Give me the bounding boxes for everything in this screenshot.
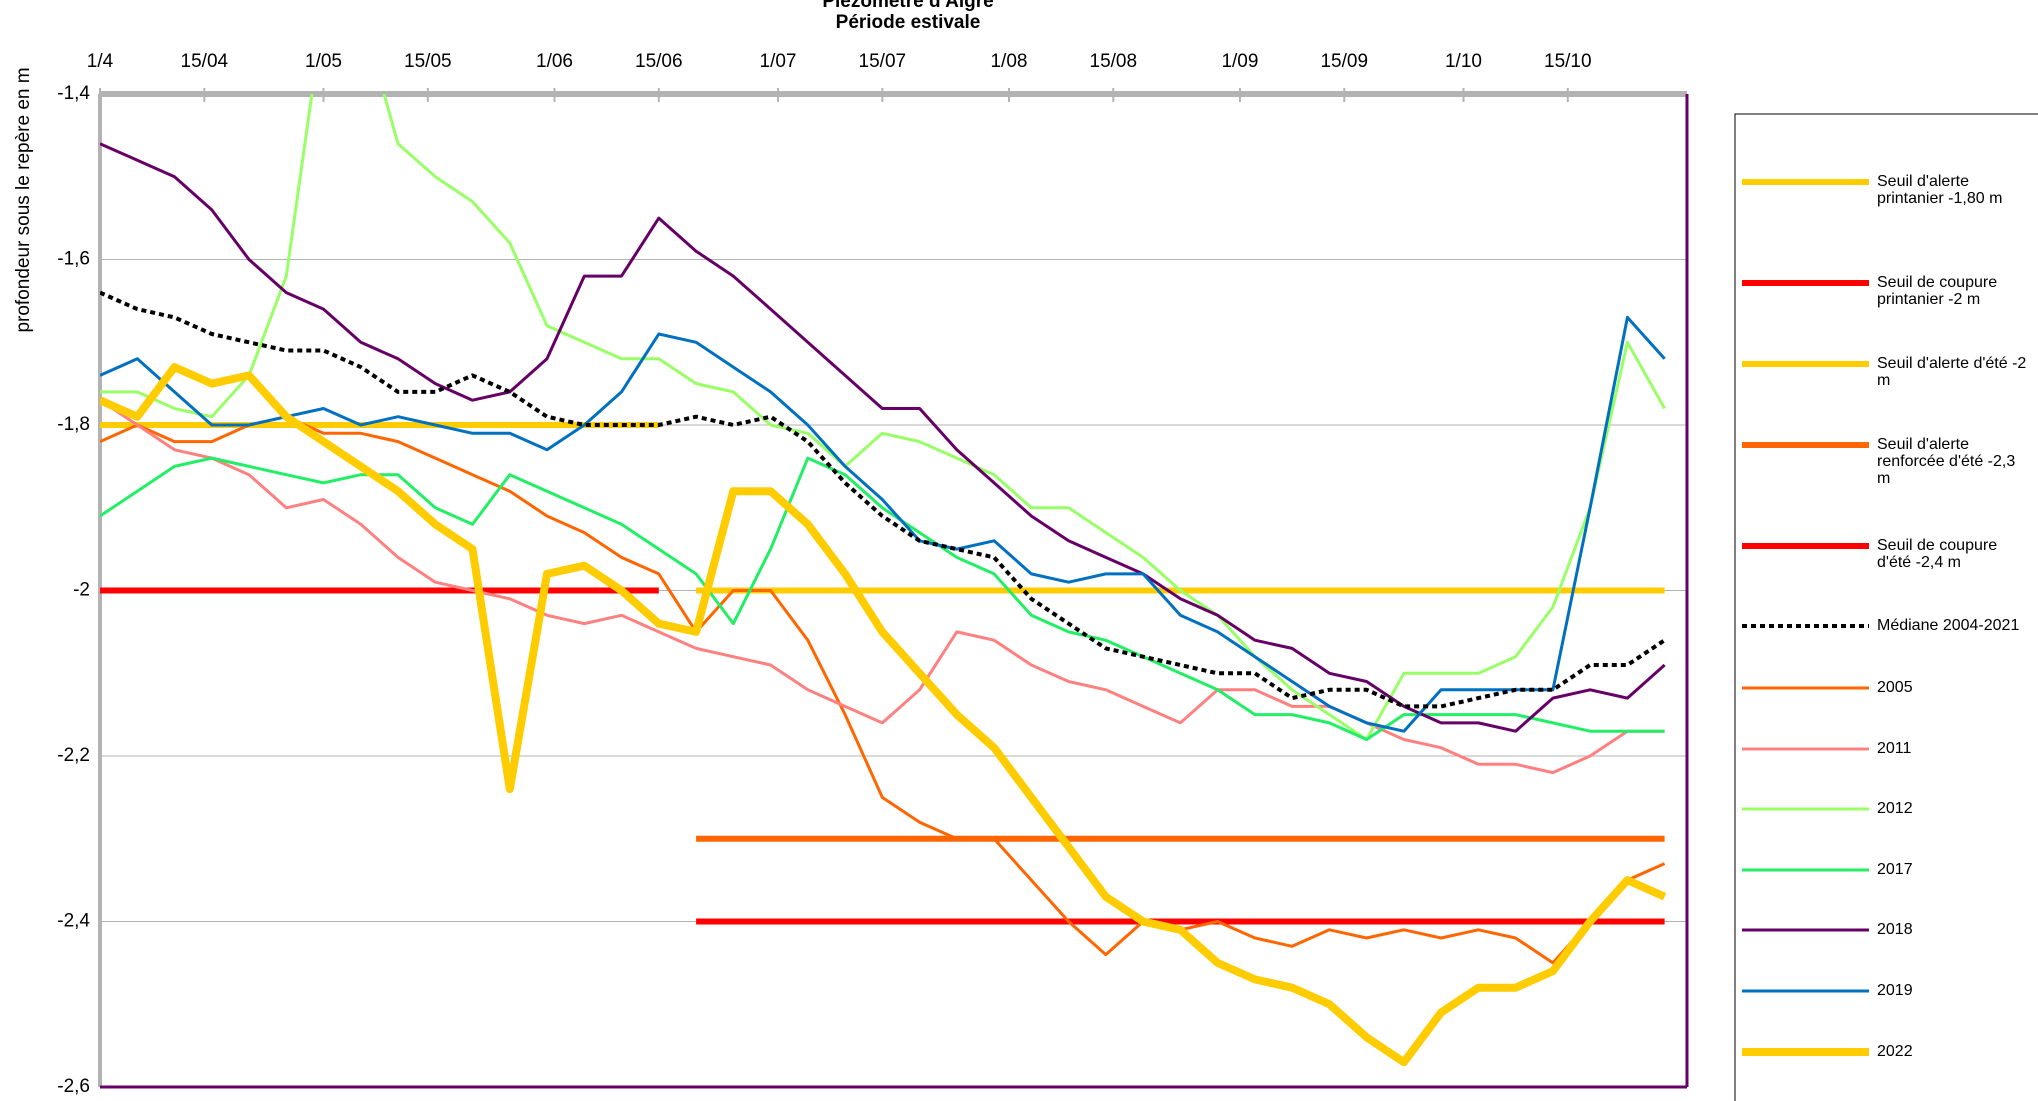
x-tick-label: 15/10 bbox=[1544, 51, 1592, 72]
legend-box bbox=[1734, 113, 2038, 1101]
x-tick-label: 1/06 bbox=[536, 51, 573, 72]
legend-label: 2012 bbox=[1877, 800, 1913, 817]
x-tick-label: 15/06 bbox=[635, 51, 683, 72]
series-group bbox=[100, 94, 1667, 1067]
x-tick-label: 1/10 bbox=[1445, 51, 1482, 72]
legend-label: 2022 bbox=[1877, 1043, 1913, 1060]
legend-label: 2018 bbox=[1877, 921, 1913, 938]
legend-label: Seuil de coupure d'été -2,4 m bbox=[1877, 537, 1998, 571]
series-line bbox=[100, 142, 1666, 733]
legend-label: Seuil d'alerte d'été -2 m bbox=[1877, 355, 2027, 389]
legend-label: 2017 bbox=[1877, 861, 1913, 878]
x-tick-label: 1/05 bbox=[305, 51, 342, 72]
x-tick-label: 1/4 bbox=[87, 51, 114, 72]
x-tick-label: 15/04 bbox=[181, 51, 229, 72]
series-line bbox=[100, 94, 1666, 741]
y-tick-label: -1,8 bbox=[57, 414, 90, 435]
x-tick-label: 15/08 bbox=[1090, 51, 1138, 72]
legend-label: Seuil d'alerte renforcée d'été -2,3 m bbox=[1877, 436, 2016, 487]
x-tick-label: 15/07 bbox=[859, 51, 907, 72]
y-tick-label: -1,6 bbox=[57, 249, 90, 270]
legend-label: Médiane 2004-2021 bbox=[1877, 617, 2020, 634]
series-line bbox=[100, 456, 1665, 741]
x-tick-label: 1/08 bbox=[990, 51, 1027, 72]
y-tick-label: -2,4 bbox=[57, 911, 90, 932]
y-tick-label: -2 bbox=[73, 580, 90, 601]
legend-label: 2005 bbox=[1877, 679, 1913, 696]
series-line bbox=[100, 398, 1665, 775]
y-tick-label: -1,4 bbox=[57, 83, 90, 104]
series-line bbox=[100, 363, 1667, 1067]
legend-label: 2019 bbox=[1877, 982, 1913, 999]
legend-label: Seuil d'alerte printanier -1,80 m bbox=[1877, 173, 2003, 207]
legend-label: Seuil de coupure printanier -2 m bbox=[1877, 274, 1998, 308]
chart-subtitle: Période estivale bbox=[836, 12, 981, 33]
legend-label: 2011 bbox=[1877, 740, 1912, 757]
x-tick-label: 15/09 bbox=[1320, 51, 1368, 72]
x-tick-label: 1/07 bbox=[760, 51, 797, 72]
y-axis-label: profondeur sous le repère en m bbox=[13, 67, 34, 332]
series-line bbox=[100, 315, 1666, 733]
y-tick-label: -2,6 bbox=[57, 1076, 90, 1097]
x-tick-label: 1/09 bbox=[1221, 51, 1258, 72]
y-tick-label: -2,2 bbox=[57, 745, 90, 766]
series-line bbox=[100, 415, 1666, 965]
x-tick-label: 15/05 bbox=[404, 51, 452, 72]
series-line bbox=[100, 290, 1666, 709]
chart-title: Piézomètre d'Aigre bbox=[822, 0, 993, 12]
